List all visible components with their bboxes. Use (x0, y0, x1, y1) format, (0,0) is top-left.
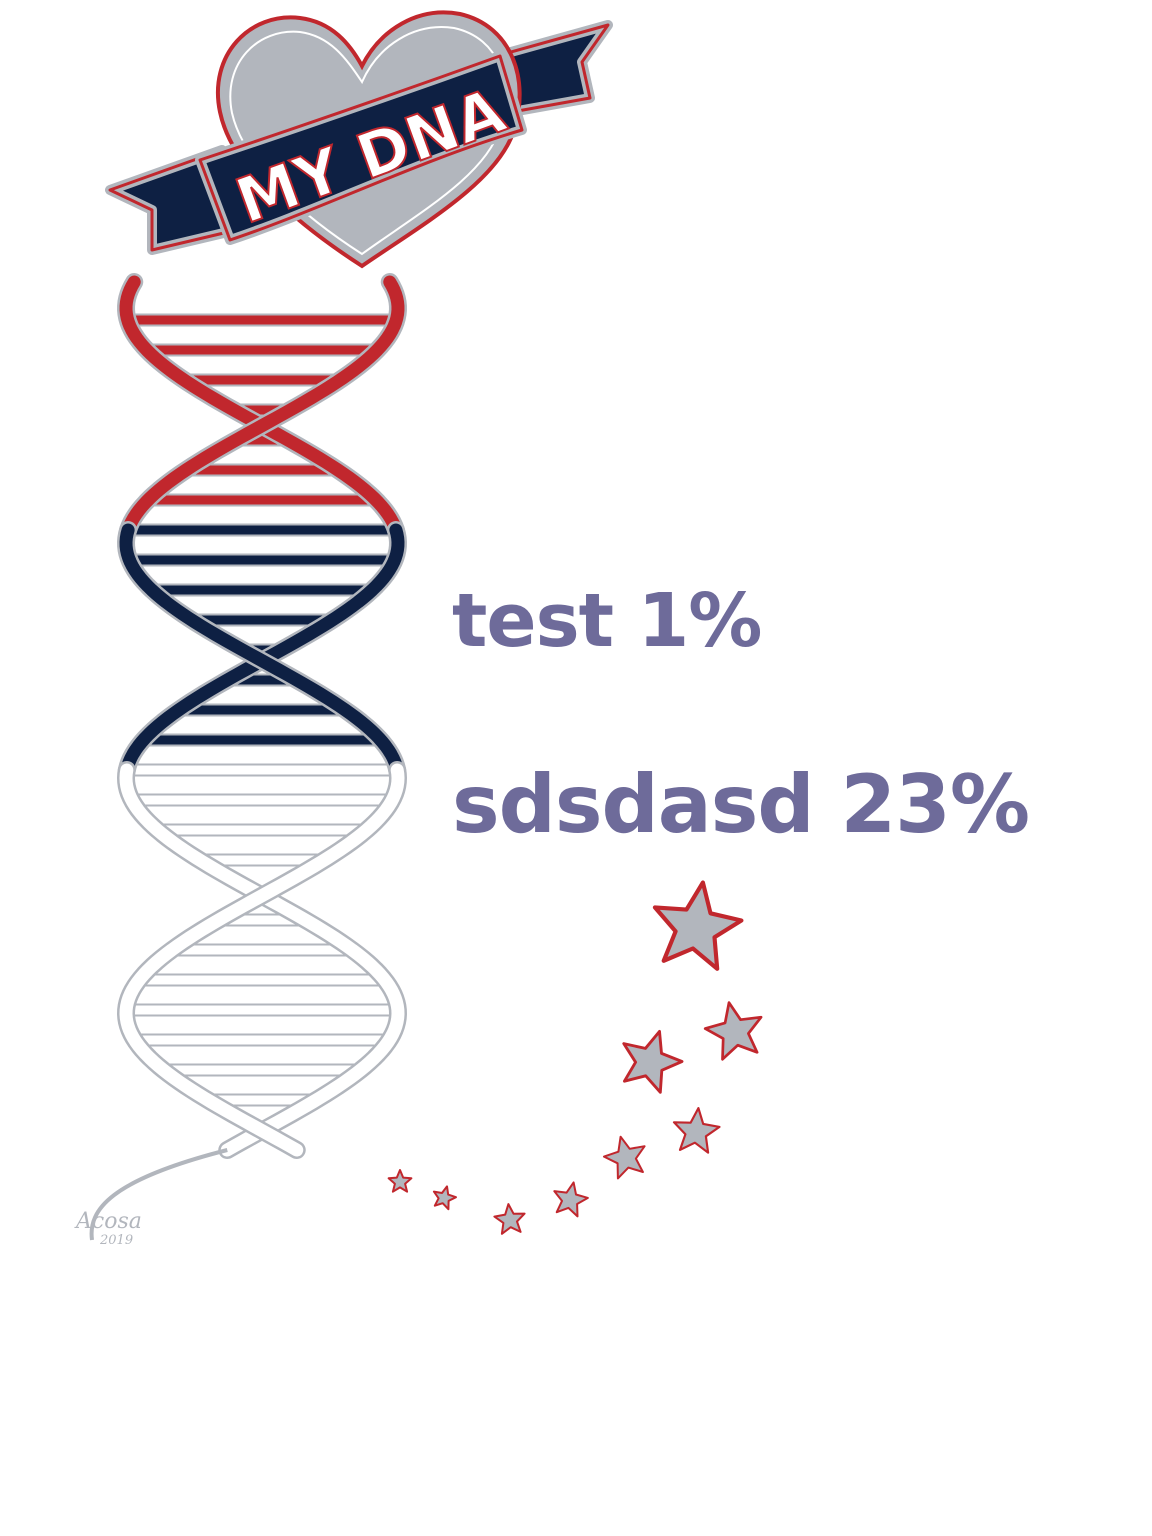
signature-name: Acosa (74, 1209, 142, 1234)
result-line-2: sdsdasd 23% (452, 758, 1030, 851)
star-icon (493, 1203, 526, 1235)
star-icon (622, 1029, 684, 1094)
star-icon (672, 1107, 721, 1154)
result-percent: 23% (840, 758, 1030, 851)
result-label: test (452, 578, 614, 664)
result-line-1: test 1% (452, 578, 763, 664)
signature-year: 2019 (99, 1233, 133, 1248)
helix-tail (89, 1148, 228, 1241)
my-dna-badge: MY DNA (105, 10, 613, 269)
star-icon (652, 880, 744, 971)
dna-helix (89, 273, 407, 1241)
helix-strand-back (119, 763, 405, 1157)
helix-strand-back (119, 275, 403, 537)
helix-strand-front (119, 763, 405, 1157)
artist-signature: Acosa 2019 (74, 1209, 142, 1248)
star-icon (603, 1135, 646, 1180)
result-percent: 1% (637, 578, 763, 664)
star-icon (387, 1169, 413, 1193)
helix-strand-front (121, 275, 405, 537)
star-icon (553, 1181, 589, 1218)
star-trail (387, 880, 763, 1235)
star-icon (432, 1185, 457, 1211)
helix-strand-front (119, 523, 404, 777)
helix-strand-back (120, 523, 405, 777)
result-label: sdsdasd (452, 758, 815, 851)
star-icon (703, 1001, 763, 1061)
